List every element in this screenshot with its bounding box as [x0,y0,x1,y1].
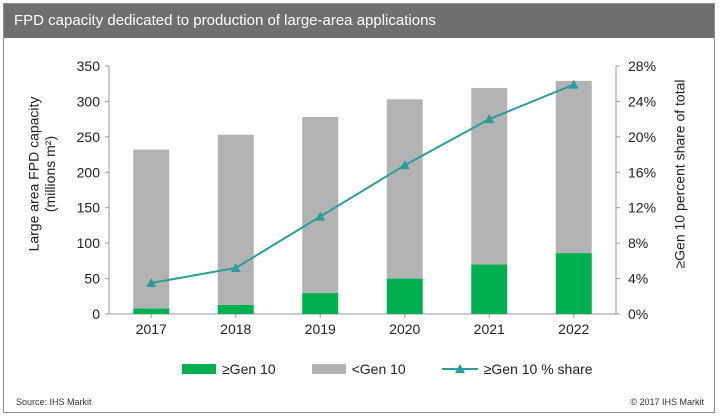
bar-lt-gen10 [555,80,592,254]
y-tick-label: 250 [77,129,101,145]
share-point-marker [146,278,157,287]
y2-tick-label: 28% [628,58,656,74]
x-tick-label: 2021 [474,321,505,337]
x-tick-label: 2019 [305,321,336,337]
chart-canvas: 0 50 100 150 200 250 300 350 0% 4% 8% 12% 16% 20% 24% 2… [77,58,656,337]
y-tick-label: 100 [77,235,101,251]
y2-tick-label: 24% [628,93,656,109]
y-tick-label: 350 [77,58,101,74]
chart-title: FPD capacity dedicated to production of … [4,4,714,38]
legend-label-gen10: ≥Gen 10 [222,361,276,377]
legend-label-share: ≥Gen 10 % share [483,361,593,377]
y2-tick-label: 4% [628,271,648,287]
share-point-marker [568,79,579,89]
y2-tick-label: 0% [628,306,648,322]
y2-tick-label: 16% [628,164,656,180]
x-tick-label: 2017 [136,321,167,337]
legend-label-lt-gen10: <Gen 10 [351,361,406,377]
chart-legend: ≥Gen 10 <Gen 10 ≥Gen 10 % share [182,359,629,379]
bar-gen10 [217,304,254,314]
share-point-marker [399,160,410,170]
legend-item-lt-gen10: <Gen 10 [311,361,406,377]
y2-tick-label: 20% [628,129,656,145]
share-line [151,83,575,284]
bar-gen10 [471,264,508,314]
x-tick-label: 2020 [389,321,420,337]
y-axis-title-line1: Large area FPD capacity [24,96,41,252]
bar-gen10 [386,278,423,314]
y-axis-title-line2: (millions m²) [42,135,59,213]
y-tick-label: 0 [92,306,100,322]
x-tick-label: 2018 [220,321,251,337]
x-tick-label: 2022 [558,321,589,337]
y2-axis-title: ≥Gen 10 percent share of total [671,79,688,269]
y-tick-label: 150 [77,200,101,216]
chart-frame: FPD capacity dedicated to production of … [3,3,715,413]
bar-lt-gen10 [386,99,423,279]
legend-swatch-lt-gen10 [311,364,346,374]
bar-gen10 [133,308,170,314]
source-note: Source: IHS Markit [16,397,92,407]
share-point-marker [230,262,241,272]
legend-line-key-share [441,364,478,373]
bar-lt-gen10 [217,134,254,305]
y-tick-label: 50 [84,271,100,287]
share-point-marker [484,114,495,124]
y2-tick-label: 12% [628,200,656,216]
copyright-note: © 2017 IHS Markit [630,397,704,407]
bar-gen10 [302,292,339,314]
y-tick-label: 300 [77,93,101,109]
legend-item-share: ≥Gen 10 % share [441,361,593,377]
bar-gen10 [555,253,592,314]
y-tick-label: 200 [77,164,101,180]
legend-swatch-gen10 [182,364,216,374]
bar-lt-gen10 [302,117,339,293]
legend-item-gen10: ≥Gen 10 [182,361,276,377]
share-point-marker [315,211,326,221]
y2-tick-label: 8% [628,235,648,251]
